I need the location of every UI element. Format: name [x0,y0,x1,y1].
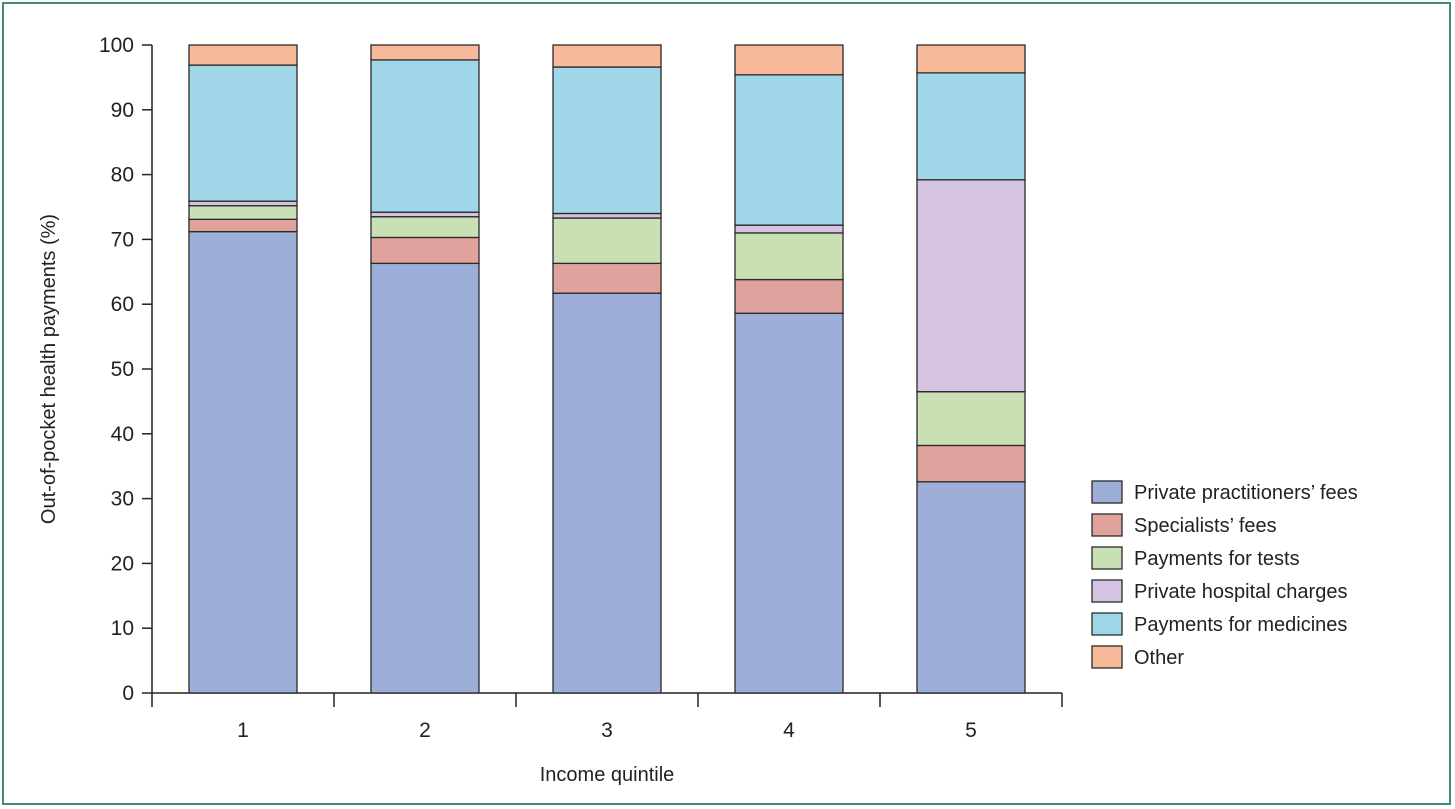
bar-segment [734,232,844,281]
bar-segment [734,224,844,234]
bar-segment [916,391,1026,447]
legend-label: Specialists’ fees [1134,515,1277,537]
legend: Private practitioners’ fees Specialists’ … [1091,480,1358,669]
bar-segment [188,64,298,202]
bar-segment [370,59,480,213]
x-tick-label: 4 [783,719,795,742]
bar-segment [370,216,480,239]
x-tick-label: 1 [237,719,249,742]
y-tick-label: 30 [111,488,134,511]
y-axis-title: Out-of-pocket health payments (%) [38,214,60,524]
bar-segment [188,200,298,207]
bar-stack [188,44,298,694]
y-tick-label: 10 [111,617,134,640]
bar-stack [916,44,1026,694]
y-tick-label: 60 [111,293,134,316]
x-tick-label: 2 [419,719,431,742]
x-axis: 1 2 3 4 5 [151,692,1063,742]
legend-label: Private practitioners’ fees [1134,482,1358,504]
legend-item: Payments for medicines [1091,612,1347,636]
x-tick-label: 5 [965,719,977,742]
bar-segment [916,179,1026,393]
legend-label: Private hospital charges [1134,581,1347,603]
y-tick-label: 40 [111,423,134,446]
legend-item: Payments for tests [1091,546,1300,570]
y-tick-label: 70 [111,228,134,251]
bar-segment [916,72,1026,181]
legend-label: Payments for tests [1134,548,1300,570]
y-tick-label: 0 [122,682,134,705]
legend-swatch [1091,612,1123,636]
y-tick-label: 100 [99,34,134,57]
bar-segment [370,44,480,61]
bar-segment [370,236,480,265]
bar-segment [552,292,662,694]
bar-segment [552,44,662,68]
legend-swatch [1091,546,1123,570]
bar-segment [734,278,844,314]
bar-segment [552,66,662,215]
bar-stack [552,44,662,694]
legend-item: Private practitioners’ fees [1091,480,1358,504]
bar-segment [188,218,298,233]
legend-label: Payments for medicines [1134,614,1347,636]
bar-segment [188,205,298,220]
bar-segment [916,444,1026,483]
bar-segment [188,44,298,66]
y-tick-label: 80 [111,164,134,187]
y-axis: 0 10 20 30 40 50 60 70 80 90 100 [99,34,153,705]
legend-item: Private hospital charges [1091,579,1347,603]
legend-swatch [1091,645,1123,669]
y-tick-label: 50 [111,358,134,381]
bar-segment [916,44,1026,74]
bar-segment [188,230,298,694]
legend-swatch [1091,480,1123,504]
legend-swatch [1091,513,1123,537]
y-tick-label: 90 [111,99,134,122]
x-axis-title: Income quintile [540,764,675,786]
bar-stack [370,44,480,694]
bar-segment [370,211,480,218]
legend-label: Other [1134,647,1184,669]
bars [188,44,1026,694]
bar-segment [552,212,662,219]
bar-segment [552,262,662,294]
bar-segment [916,481,1026,694]
legend-swatch [1091,579,1123,603]
bar-stack [734,44,844,694]
bar-segment [370,262,480,694]
bar-segment [734,44,844,76]
bar-segment [552,217,662,265]
legend-item: Specialists’ fees [1091,513,1277,537]
legend-item: Other [1091,645,1184,669]
x-tick-label: 3 [601,719,613,742]
bar-segment [734,312,844,694]
bar-segment [734,74,844,226]
y-tick-label: 20 [111,552,134,575]
